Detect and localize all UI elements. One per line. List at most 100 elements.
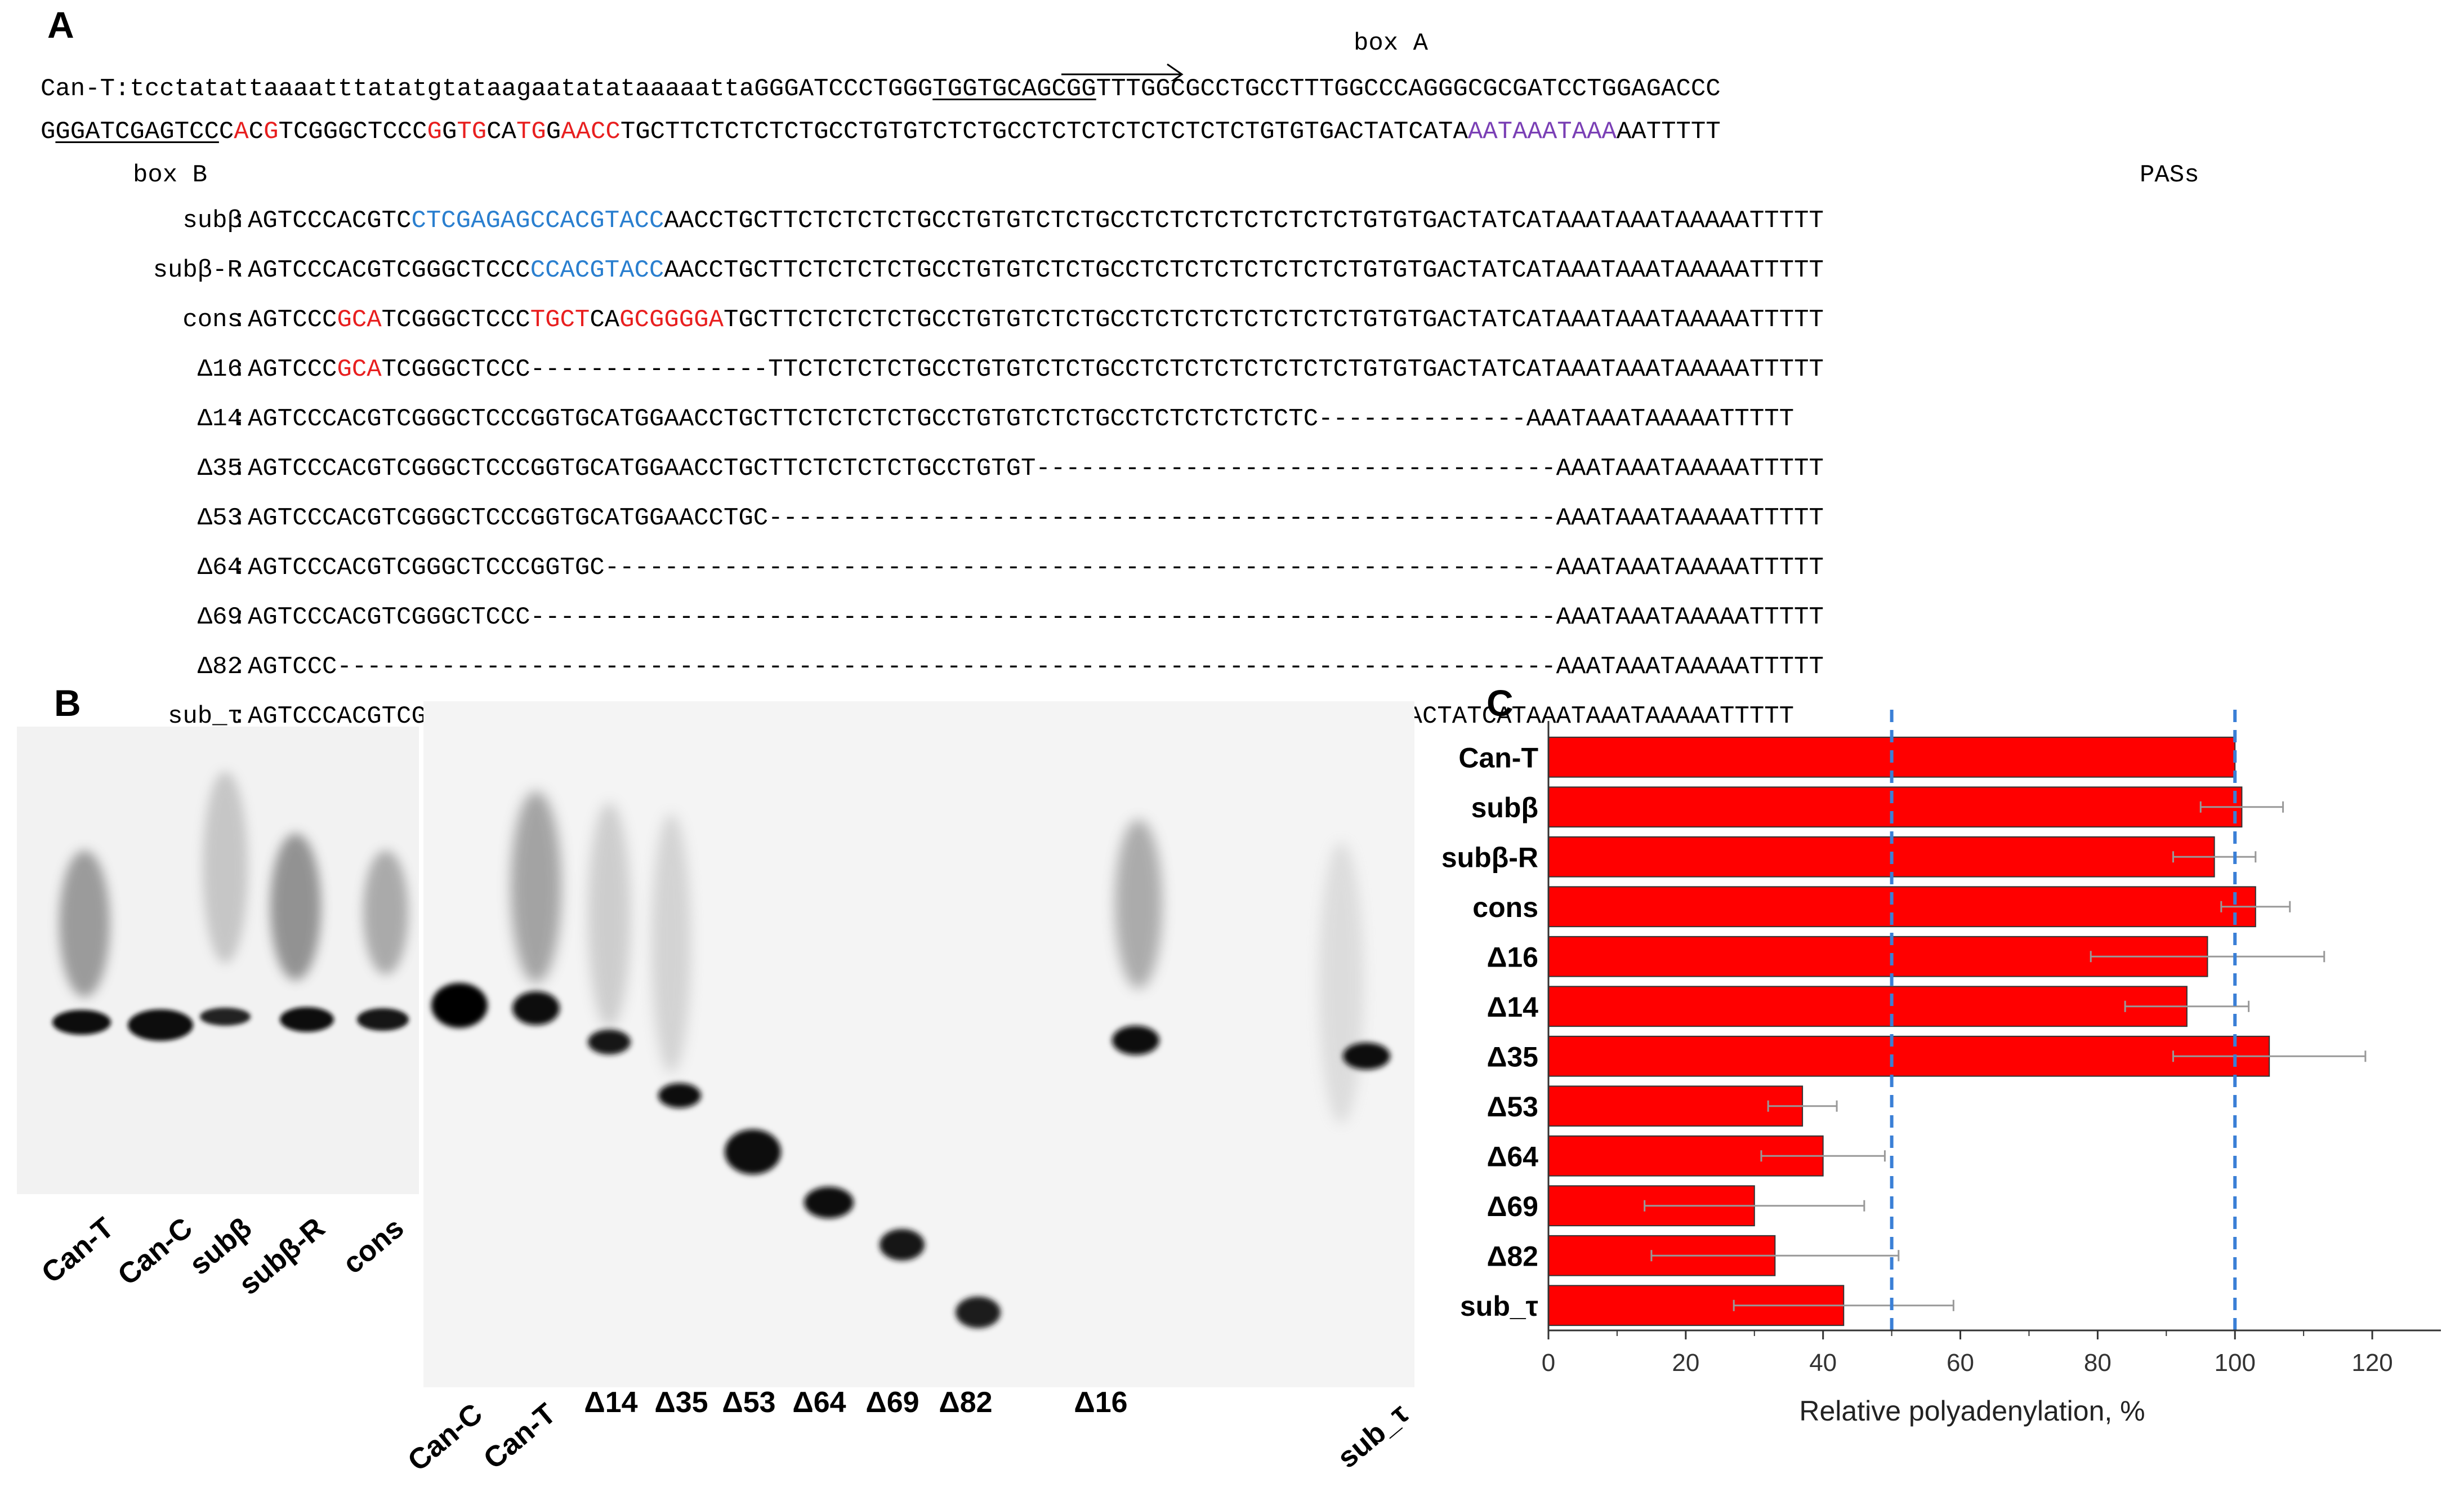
sequence-segment: GGATCGAGTCC bbox=[55, 118, 219, 146]
chart-category-label: Δ14 bbox=[1487, 991, 1538, 1023]
sequence-row-label: Δ53 bbox=[197, 504, 242, 532]
chart-category-label: subβ-R bbox=[1441, 842, 1538, 873]
sequence-row-separator: : bbox=[232, 554, 247, 582]
sequence-segment: AGTCCCACGTCGGGCTCCCGGTGCATGGAACCTGCTTCTC… bbox=[248, 455, 1824, 483]
chart-x-axis-title: Relative polyadenylation, % bbox=[1799, 1395, 2145, 1427]
chart-bar bbox=[1548, 786, 2243, 828]
chart-bar bbox=[1548, 1035, 2270, 1077]
sequence-row-label: subβ-R bbox=[153, 256, 242, 284]
sequence-segment: AGTCCCACGTCGGGCTCCCGGTGCATGGAACCTGC-----… bbox=[248, 504, 1824, 532]
gel-lane-label: Δ69 bbox=[865, 1386, 919, 1419]
gel-image-right bbox=[423, 701, 1414, 1387]
sequence-segment: A bbox=[234, 118, 249, 146]
sequence-segment: CTCGAGAGCCACGTACC bbox=[411, 207, 664, 235]
chart-category-label: sub_τ bbox=[1460, 1290, 1538, 1322]
sequence-segment: TGCTTCTCTCTCTGCCTGTGTCTCTGCCTCTCTCTCTCTC… bbox=[620, 118, 1468, 146]
chart-bar bbox=[1548, 886, 2256, 928]
sequence-row: AGTCCCACGTCGGGCTCCCGGTGC----------------… bbox=[248, 551, 1824, 585]
can-t-sequence-line-1: Can-T:tcctatattaaaatttatatgtataagaatatat… bbox=[41, 72, 1721, 106]
sequence-segment: GGGATCCCTGGG bbox=[754, 75, 933, 103]
sequence-segment: G bbox=[41, 118, 56, 146]
sequence-segment: AACCTGCTTCTCTCTCTGCCTGTGTCTCTGCCTCTCTCTC… bbox=[664, 256, 1824, 284]
gel-lane-label: Can-T bbox=[35, 1211, 120, 1290]
sequence-row-label: Δ35 bbox=[197, 455, 242, 483]
sequence-segment: TGCT bbox=[530, 306, 590, 334]
chart-x-tick-label: 20 bbox=[1672, 1349, 1699, 1377]
sequence-row: AGTCCCGCATCGGGCTCCCTGCTCAGCGGGGATGCTTCTC… bbox=[248, 303, 1824, 337]
sequence-segment: GCG bbox=[619, 306, 664, 334]
chart-category-label: subβ bbox=[1471, 792, 1538, 823]
sequence-segment: TTTGGCGCCTGCCTTTGGCCCAGGGCGCGATCCTGGAGAC… bbox=[1096, 75, 1721, 103]
chart-x-tick-label: 80 bbox=[2084, 1349, 2112, 1377]
sequence-row-separator: : bbox=[232, 603, 247, 631]
gel-image-left bbox=[17, 727, 419, 1194]
sequence-segment: G bbox=[264, 118, 279, 146]
sequence-row-separator: : bbox=[232, 207, 247, 235]
sequence-segment: GCA bbox=[337, 355, 382, 384]
sequence-segment: AGTCCCACGTCGGGCTCCCGGTGC----------------… bbox=[248, 554, 1824, 582]
chart-x-tick-label: 0 bbox=[1542, 1349, 1555, 1377]
chart-x-tick-label: 120 bbox=[2351, 1349, 2392, 1377]
sequence-segment: AGTCCC bbox=[248, 355, 337, 384]
sequence-segment: G bbox=[546, 118, 561, 146]
sequence-row-label: Δ64 bbox=[197, 554, 242, 582]
sequence-segment: C bbox=[218, 118, 234, 146]
chart-category-label: Δ16 bbox=[1487, 941, 1538, 973]
sequence-segment: TCGGGCTCCC bbox=[278, 118, 427, 146]
gel-lane-label: Can-C bbox=[401, 1397, 489, 1478]
sequence-row-separator: : bbox=[232, 504, 247, 532]
gel-lane-label: Δ14 bbox=[584, 1386, 638, 1419]
chart-category-label: Δ35 bbox=[1487, 1041, 1538, 1072]
sequence-row: AGTCCCACGTCGGGCTCCCGGTGCATGGAACCTGCTTCTC… bbox=[248, 402, 1794, 436]
chart-category-label: Can-T bbox=[1458, 742, 1538, 773]
sequence-segment: TGGTGCAGCGG bbox=[932, 75, 1096, 103]
sequence-segment: TCGGGCTCCC bbox=[381, 306, 530, 334]
sequence-segment: AGTCCC----------------------------------… bbox=[248, 653, 1824, 681]
sequence-segment: AGTCCCACGTCGGGCTCCC---------------------… bbox=[248, 603, 1824, 631]
sequence-segment: CA bbox=[486, 118, 516, 146]
sequence-segment: AGTCCCACGTC bbox=[248, 207, 412, 235]
sequence-segment: AATAAATAAA bbox=[1467, 118, 1617, 146]
box-b-label: box B bbox=[133, 161, 208, 189]
sequence-segment: TCGGGCTCCC----------------TTCTCTCTCTGCCT… bbox=[381, 355, 1824, 384]
arrow-right-icon bbox=[1061, 63, 1184, 81]
sequence-row-separator: : bbox=[232, 306, 247, 334]
sequence-segment: AACCTGCTTCTCTCTCTGCCTGTGTCTCTGCCTCTCTCTC… bbox=[664, 207, 1824, 235]
sequence-segment: AGTCCCACGTCGGGCTCCC bbox=[248, 256, 530, 284]
sequence-segment: C bbox=[248, 118, 264, 146]
gel-lane-label: Δ64 bbox=[792, 1386, 846, 1419]
sequence-segment: GGGA bbox=[664, 306, 724, 334]
gel-lane-label: Δ53 bbox=[722, 1386, 776, 1419]
panel-b-letter: B bbox=[54, 682, 81, 724]
chart-category-label: Δ53 bbox=[1487, 1091, 1538, 1123]
sequence-alignment-panel: box A Can-T:tcctatattaaaatttatatgtataaga… bbox=[0, 0, 2464, 731]
sequence-row-label: subβ bbox=[182, 207, 242, 235]
chart-x-tick-label: 40 bbox=[1809, 1349, 1837, 1377]
polyadenylation-bar-chart: Can-T subβ subβ-R cons Δ16 Δ14 Δ35 Δ53 Δ64 Δ69 Δ82… bbox=[1441, 710, 2441, 1427]
sequence-row-separator: : bbox=[232, 653, 247, 681]
sequence-segment: CA bbox=[590, 306, 620, 334]
sequence-row: AGTCCCACGTCCTCGAGAGCCACGTACCAACCTGCTTCTC… bbox=[248, 204, 1824, 238]
gel-lane-label: Δ82 bbox=[939, 1386, 993, 1419]
chart-category-label: Δ82 bbox=[1487, 1240, 1538, 1272]
gel-lane-label: Can-C bbox=[111, 1211, 199, 1292]
sequence-segment: AGTCCCACGTCGGGCTCCCGGTGCATGGAACCTGCTTCTC… bbox=[248, 405, 1795, 433]
sequence-segment: G bbox=[441, 118, 457, 146]
box-a-label: box A bbox=[1354, 29, 1429, 57]
sequence-row: AGTCCCGCATCGGGCTCCC----------------TTCTC… bbox=[248, 353, 1824, 386]
sequence-segment: GCA bbox=[337, 306, 382, 334]
pas-label: PASs bbox=[2140, 161, 2199, 189]
sequence-row-label: cons bbox=[182, 306, 242, 334]
sequence-row: AGTCCCACGTCGGGCTCCCCCACGTACCAACCTGCTTCTC… bbox=[248, 253, 1824, 287]
gel-lane-label: sub_τ bbox=[1331, 1397, 1415, 1475]
chart-x-tick-label: 100 bbox=[2215, 1349, 2256, 1377]
can-t-sequence-line-2: GGGATCGAGTCCCACGTCGGGCTCCCGGTGCATGGAACCT… bbox=[41, 115, 1721, 149]
sequence-segment: G bbox=[427, 118, 442, 146]
sequence-row-label: Δ82 bbox=[197, 653, 242, 681]
sequence-row-separator: : bbox=[232, 256, 247, 284]
sequence-row-separator: : bbox=[232, 702, 247, 731]
chart-category-label: Δ69 bbox=[1487, 1191, 1538, 1222]
sequence-segment: TG bbox=[516, 118, 546, 146]
sequence-segment: CCACGTACC bbox=[530, 256, 664, 284]
sequence-row-separator: : bbox=[232, 355, 247, 384]
